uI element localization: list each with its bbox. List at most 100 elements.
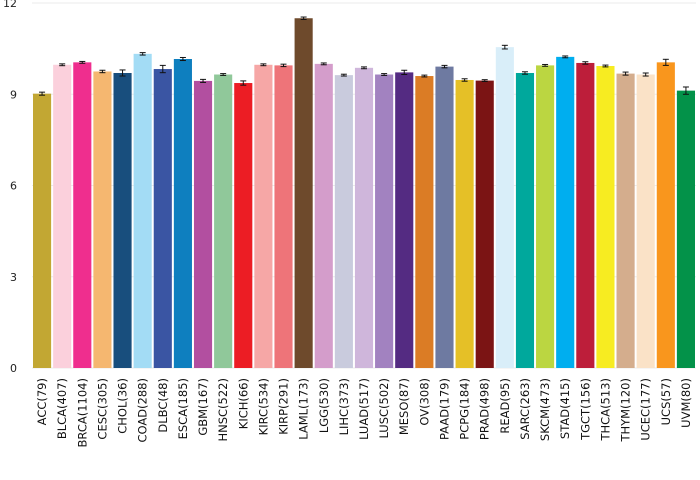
bar: [515, 72, 535, 369]
x-tick-label: BRCA(1104): [75, 378, 89, 447]
x-tick-label: READ(95): [498, 378, 512, 434]
x-tick-label: MESO(87): [397, 378, 411, 435]
error-bar: [642, 72, 649, 77]
bar: [53, 64, 72, 369]
error-bar: [300, 16, 307, 20]
x-tick-label: KIRP(291): [277, 378, 291, 435]
x-tick-label: LGG(530): [317, 378, 331, 433]
error-bar: [481, 79, 488, 83]
y-tick-label: 6: [10, 180, 17, 193]
bar: [576, 62, 595, 368]
bar: [314, 63, 333, 368]
error-bar: [662, 58, 669, 66]
x-tick-label: THYM(120): [619, 378, 633, 443]
bar-series: [33, 18, 695, 369]
error-bar: [441, 64, 448, 69]
error-bar: [622, 71, 629, 76]
bar: [73, 62, 92, 368]
error-bar: [260, 63, 267, 67]
x-tick-label: KIRC(534): [256, 378, 270, 435]
bar: [455, 79, 474, 368]
bar: [173, 59, 192, 369]
x-tick-label: ACC(79): [35, 378, 49, 425]
bar: [193, 80, 213, 368]
error-bar: [39, 91, 46, 96]
bar: [636, 74, 655, 369]
bar: [616, 73, 635, 368]
error-bar: [159, 64, 166, 74]
bar: [354, 67, 374, 369]
error-bar: [582, 61, 589, 65]
bar: [153, 69, 172, 368]
bar: [234, 83, 253, 368]
x-axis: ACC(79) BLCA(407) BRCA(1104) CESC(305) CHOL(…: [35, 378, 693, 447]
x-tick-label: TGCT(156): [578, 378, 592, 441]
x-tick-label: HNSC(522): [216, 378, 230, 442]
error-bars: [39, 16, 689, 96]
bar: [113, 72, 132, 369]
bar: [656, 62, 675, 368]
x-tick-label: DLBC(48): [156, 378, 170, 433]
x-tick-label: BLCA(407): [55, 378, 69, 439]
x-tick-label: PRAD(498): [478, 378, 492, 440]
y-tick-label: 3: [10, 271, 17, 284]
error-bar: [401, 69, 408, 76]
error-bar: [562, 55, 569, 59]
bar: [415, 76, 434, 369]
x-tick-label: LUAD(517): [357, 378, 371, 440]
bar: [133, 53, 152, 368]
x-tick-label: PAAD(179): [437, 378, 451, 440]
error-bar: [200, 78, 207, 83]
error-bar: [361, 66, 367, 70]
error-bar: [119, 69, 126, 77]
bar: [274, 65, 293, 368]
bar: [495, 47, 514, 368]
bar: [435, 66, 454, 369]
error-bar: [542, 63, 549, 67]
error-bar: [59, 63, 66, 67]
bar: [475, 80, 494, 369]
x-tick-label: UCEC(177): [639, 378, 653, 441]
x-tick-label: KICH(66): [236, 378, 250, 429]
error-bar: [602, 64, 609, 68]
x-tick-label: LUSC(502): [377, 378, 391, 439]
error-bar: [461, 78, 468, 82]
x-tick-label: ESCA(185): [176, 378, 190, 439]
x-tick-label: OV(308): [417, 378, 431, 426]
y-axis: 0 3 6 9 12: [3, 0, 17, 375]
error-bar: [320, 62, 327, 66]
error-bar: [421, 74, 428, 78]
bar: [596, 65, 615, 368]
error-bar: [280, 63, 287, 68]
y-tick-label: 9: [10, 88, 17, 101]
x-tick-label: STAD(415): [558, 378, 572, 439]
bar: [556, 56, 575, 368]
bar: [676, 90, 695, 368]
bar: [395, 72, 414, 368]
x-tick-label: SARC(263): [518, 378, 532, 440]
bar: [294, 18, 313, 369]
y-tick-label: 0: [10, 362, 17, 375]
error-bar: [99, 69, 106, 74]
x-tick-label: CESC(305): [95, 378, 109, 440]
bar: [33, 93, 52, 368]
x-tick-label: COAD(288): [136, 378, 150, 443]
x-tick-label: UVM(80): [679, 378, 693, 428]
x-tick-label: LAML(173): [297, 378, 311, 440]
bar: [334, 75, 353, 368]
bar: [254, 64, 273, 369]
error-bar: [79, 60, 86, 64]
error-bar: [501, 44, 508, 50]
error-bar: [240, 80, 247, 86]
bar: [93, 71, 112, 369]
bar: [375, 74, 394, 369]
x-tick-label: GBM(167): [196, 378, 210, 436]
error-bar: [521, 71, 528, 75]
x-tick-label: THCA(513): [598, 378, 612, 442]
x-tick-label: SKCM(473): [538, 378, 552, 441]
bar: [536, 65, 555, 368]
error-bar: [179, 56, 186, 62]
x-tick-label: LIHC(373): [337, 378, 351, 435]
x-tick-label: PCPG(184): [458, 378, 472, 440]
